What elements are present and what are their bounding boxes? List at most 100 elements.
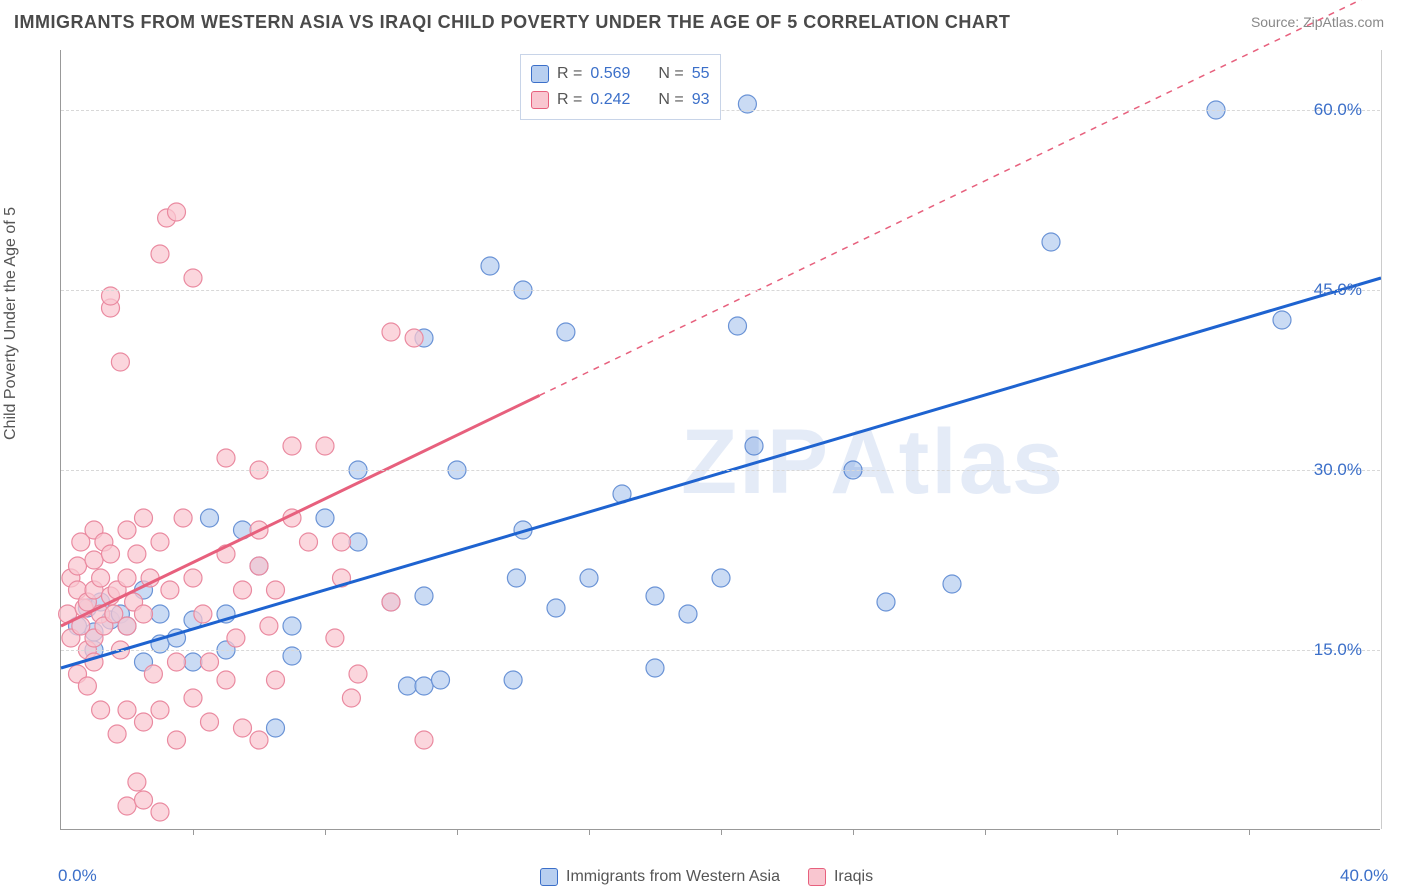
scatter-point: [415, 587, 433, 605]
scatter-point: [118, 701, 136, 719]
scatter-point: [316, 509, 334, 527]
scatter-point: [745, 437, 763, 455]
n-value-pink: 93: [692, 91, 710, 109]
correlation-row-pink: R = 0.242 N = 93: [531, 87, 710, 113]
scatter-point: [118, 569, 136, 587]
swatch-blue-icon: [531, 65, 549, 83]
scatter-point: [118, 617, 136, 635]
gridline-h: [61, 290, 1380, 291]
scatter-point: [250, 557, 268, 575]
scatter-point: [729, 317, 747, 335]
scatter-point: [234, 581, 252, 599]
legend-label-pink: Iraqis: [834, 868, 873, 886]
scatter-point: [382, 323, 400, 341]
legend-item-pink: Iraqis: [808, 868, 873, 886]
y-tick-label: 45.0%: [1314, 280, 1362, 300]
plot-right-border: [1381, 50, 1382, 829]
scatter-point: [333, 533, 351, 551]
series-legend: Immigrants from Western Asia Iraqis: [540, 868, 873, 886]
scatter-point: [184, 269, 202, 287]
scatter-point: [1042, 233, 1060, 251]
x-tick-mark: [193, 829, 194, 835]
scatter-point: [1273, 311, 1291, 329]
scatter-point: [194, 605, 212, 623]
scatter-point: [174, 509, 192, 527]
scatter-point: [415, 677, 433, 695]
scatter-point: [135, 605, 153, 623]
scatter-point: [151, 701, 169, 719]
x-tick-40: 40.0%: [1340, 866, 1388, 886]
scatter-point: [135, 509, 153, 527]
scatter-point: [217, 671, 235, 689]
scatter-point: [349, 533, 367, 551]
scatter-point: [118, 521, 136, 539]
legend-label-blue: Immigrants from Western Asia: [566, 868, 780, 886]
scatter-point: [102, 545, 120, 563]
scatter-point: [161, 581, 179, 599]
scatter-point: [128, 773, 146, 791]
scatter-point: [679, 605, 697, 623]
r-value-pink: 0.242: [590, 91, 630, 109]
x-tick-mark: [457, 829, 458, 835]
scatter-point: [250, 731, 268, 749]
scatter-point: [399, 677, 417, 695]
scatter-point: [168, 203, 186, 221]
source-citation: Source: ZipAtlas.com: [1251, 14, 1384, 30]
scatter-point: [217, 449, 235, 467]
chart-title: IMMIGRANTS FROM WESTERN ASIA VS IRAQI CH…: [14, 12, 1010, 33]
n-value-blue: 55: [692, 65, 710, 83]
scatter-point: [432, 671, 450, 689]
scatter-point: [326, 629, 344, 647]
scatter-point: [151, 803, 169, 821]
x-tick-mark: [325, 829, 326, 835]
scatter-point: [135, 791, 153, 809]
correlation-row-blue: R = 0.569 N = 55: [531, 61, 710, 87]
scatter-point: [108, 725, 126, 743]
scatter-point: [557, 323, 575, 341]
scatter-point: [151, 245, 169, 263]
scatter-point: [227, 629, 245, 647]
r-label: R =: [557, 65, 582, 83]
scatter-point: [547, 599, 565, 617]
scatter-point: [260, 617, 278, 635]
source-value: ZipAtlas.com: [1303, 14, 1384, 30]
scatter-point: [283, 437, 301, 455]
scatter-point: [151, 605, 169, 623]
scatter-point: [69, 557, 87, 575]
scatter-point: [507, 569, 525, 587]
trend-line-solid: [61, 395, 540, 626]
y-axis-label: Child Poverty Under the Age of 5: [2, 207, 20, 440]
n-label: N =: [658, 91, 683, 109]
x-tick-mark: [1117, 829, 1118, 835]
scatter-point: [201, 653, 219, 671]
legend-item-blue: Immigrants from Western Asia: [540, 868, 780, 886]
gridline-h: [61, 470, 1380, 471]
scatter-point: [92, 569, 110, 587]
scatter-point: [118, 797, 136, 815]
x-tick-0: 0.0%: [58, 866, 97, 886]
swatch-pink-icon: [531, 91, 549, 109]
scatter-point: [349, 665, 367, 683]
scatter-point: [877, 593, 895, 611]
scatter-point: [144, 665, 162, 683]
x-tick-mark: [853, 829, 854, 835]
scatter-point: [92, 701, 110, 719]
chart-plot-area: ZIPAtlas 15.0%30.0%45.0%60.0%: [60, 50, 1380, 830]
swatch-blue-icon: [540, 868, 558, 886]
swatch-pink-icon: [808, 868, 826, 886]
scatter-point: [85, 551, 103, 569]
n-label: N =: [658, 65, 683, 83]
scatter-point: [184, 569, 202, 587]
y-tick-label: 30.0%: [1314, 460, 1362, 480]
x-tick-mark: [589, 829, 590, 835]
gridline-h: [61, 650, 1380, 651]
scatter-point: [300, 533, 318, 551]
scatter-point: [234, 719, 252, 737]
scatter-point: [646, 659, 664, 677]
y-tick-label: 15.0%: [1314, 640, 1362, 660]
correlation-legend: R = 0.569 N = 55 R = 0.242 N = 93: [520, 54, 721, 120]
scatter-point: [481, 257, 499, 275]
r-value-blue: 0.569: [590, 65, 630, 83]
source-label: Source:: [1251, 14, 1299, 30]
scatter-point: [943, 575, 961, 593]
